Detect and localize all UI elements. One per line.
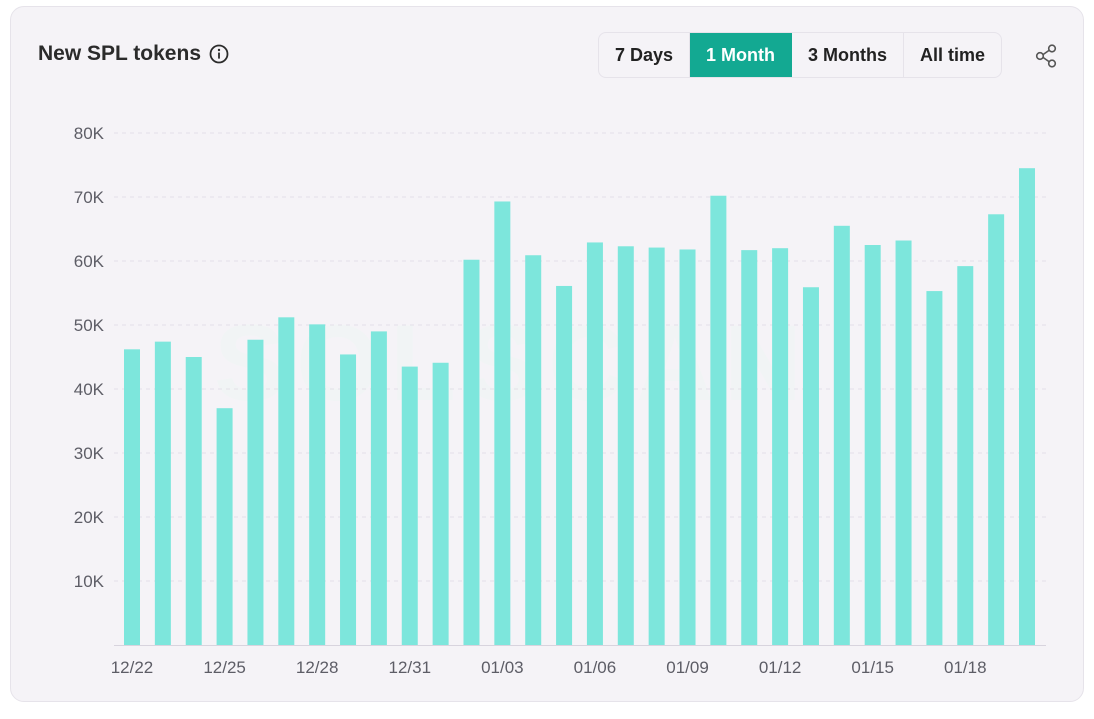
x-tick-label: 01/15 <box>851 658 894 677</box>
y-tick-label: 30K <box>74 444 105 463</box>
y-tick-label: 50K <box>74 316 105 335</box>
bar <box>833 225 850 646</box>
x-tick-label: 12/25 <box>203 658 246 677</box>
bar <box>247 339 264 645</box>
y-tick-label: 80K <box>74 124 105 143</box>
x-tick-label: 12/31 <box>388 658 431 677</box>
bar <box>648 247 665 645</box>
y-tick-label: 20K <box>74 508 105 527</box>
bar <box>864 245 881 645</box>
range-button-7-days[interactable]: 7 Days <box>599 33 691 77</box>
bar <box>772 248 789 645</box>
bar <box>463 259 480 645</box>
bar <box>401 366 418 645</box>
bar <box>710 195 727 645</box>
y-tick-label: 70K <box>74 188 105 207</box>
bar <box>124 349 140 645</box>
x-tick-label: 01/18 <box>944 658 987 677</box>
y-tick-label: 10K <box>74 572 105 591</box>
x-tick-label: 12/22 <box>111 658 154 677</box>
y-tick-label: 60K <box>74 252 105 271</box>
time-range-selector: 7 Days 1 Month 3 Months All time <box>598 32 1003 78</box>
card-title: New SPL tokens <box>38 42 201 65</box>
bar <box>679 249 696 646</box>
card-header: New SPL tokens <box>38 41 229 67</box>
bar <box>340 354 357 645</box>
bar <box>957 266 974 645</box>
bar <box>154 341 171 645</box>
bar <box>802 287 819 645</box>
info-circle-icon[interactable] <box>209 44 229 64</box>
range-button-all-time[interactable]: All time <box>920 45 986 65</box>
bar <box>741 250 758 645</box>
bar <box>309 324 326 645</box>
share-icon[interactable] <box>1033 43 1059 69</box>
bar <box>432 362 449 645</box>
x-tick-label: 01/03 <box>481 658 524 677</box>
bar <box>586 242 603 645</box>
y-tick-label: 40K <box>74 380 105 399</box>
x-tick-label: 12/28 <box>296 658 339 677</box>
range-button-3-months[interactable]: 3 Months <box>792 33 905 77</box>
bar <box>525 255 542 646</box>
x-tick-label: 01/06 <box>574 658 617 677</box>
bar <box>895 240 912 645</box>
bar <box>926 291 943 645</box>
x-tick-label: 01/12 <box>759 658 802 677</box>
bar <box>185 357 202 645</box>
bar <box>617 246 634 645</box>
bar <box>370 331 387 645</box>
bar <box>278 317 295 645</box>
bar <box>556 285 573 645</box>
x-tick-label: 01/09 <box>666 658 709 677</box>
range-button-1-month[interactable]: 1 Month <box>690 33 793 77</box>
bar <box>216 408 233 645</box>
bar <box>1019 168 1035 645</box>
bar <box>494 201 511 646</box>
bar <box>988 214 1005 645</box>
